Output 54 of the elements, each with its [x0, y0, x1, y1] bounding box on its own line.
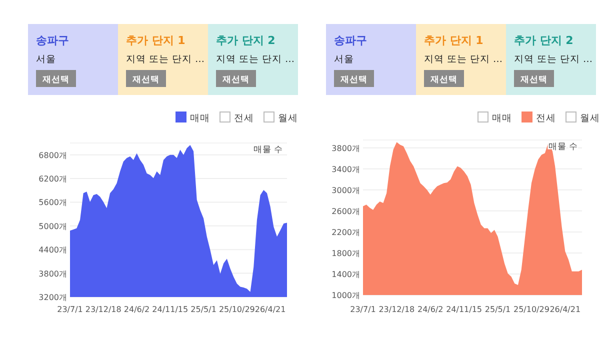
- text: 지역 또는 단지 …: [424, 54, 503, 65]
- x-tick-label: 24/11/15: [446, 305, 482, 314]
- x-tick-label: 24/11/15: [152, 305, 188, 314]
- text: 송파구: [334, 34, 367, 47]
- legend-label: 월세: [580, 113, 600, 124]
- text: 추가 단지 1: [126, 34, 186, 47]
- x-tick-label: 23/12/18: [378, 305, 415, 314]
- text: 추가 단지 2: [514, 34, 574, 47]
- text: 지역 또는 단지 …: [126, 54, 205, 65]
- x-tick-label: 24/6/2: [124, 305, 150, 314]
- text: 재선택: [42, 75, 70, 85]
- x-tick-label: 25/10/29: [513, 305, 550, 314]
- y-tick-label: 4400개: [38, 246, 67, 255]
- legend-label: 매매: [492, 113, 512, 124]
- y-tick-label: 6200개: [38, 174, 67, 184]
- legend-label: 전세: [536, 113, 556, 124]
- text: 추가 단지 1: [424, 34, 484, 47]
- y-tick-label: 3800개: [38, 269, 67, 278]
- text: 재선택: [520, 75, 548, 85]
- x-tick-label: 25/5/1: [190, 305, 216, 314]
- y-tick-label: 1400개: [332, 270, 360, 279]
- legend-label: 매매: [190, 113, 210, 124]
- x-tick-label: 23/7/1: [350, 305, 376, 314]
- x-tick-label: 23/12/18: [85, 305, 122, 314]
- y-tick-label: 1000개: [332, 291, 360, 300]
- text: 추가 단지 2: [216, 34, 276, 47]
- x-tick-label: 26/4/21: [550, 305, 581, 314]
- x-tick-label: 23/7/1: [57, 305, 83, 314]
- x-tick-label: 26/4/21: [254, 305, 286, 314]
- y-tick-label: 5000개: [38, 222, 67, 231]
- text: 서울: [36, 54, 56, 65]
- text: 재선택: [132, 75, 160, 85]
- y-tick-label: 1800개: [332, 248, 360, 258]
- y-tick-label: 3400개: [332, 164, 360, 174]
- text: 지역 또는 단지 …: [216, 54, 295, 65]
- text: 재선택: [430, 75, 458, 85]
- text: 재선택: [222, 75, 250, 85]
- text: 서울: [334, 54, 354, 65]
- x-tick-label: 25/10/29: [218, 305, 255, 314]
- text: 지역 또는 단지 …: [514, 54, 593, 65]
- y-tick-label: 3800개: [332, 144, 360, 153]
- y-tick-label: 2600개: [332, 206, 360, 216]
- legend-label: 월세: [278, 113, 298, 124]
- annotation: 매물 수: [253, 145, 283, 155]
- y-tick-label: 2200개: [332, 228, 360, 237]
- text: 재선택: [340, 75, 368, 85]
- y-tick-label: 3000개: [332, 186, 360, 195]
- y-tick-label: 5600개: [38, 198, 67, 208]
- legend-label: 전세: [234, 113, 254, 124]
- x-tick-label: 25/5/1: [484, 305, 511, 314]
- x-tick-label: 24/6/2: [418, 305, 444, 314]
- y-tick-label: 3200개: [38, 293, 67, 302]
- y-tick-label: 6800개: [38, 150, 67, 160]
- text: 송파구: [36, 34, 69, 47]
